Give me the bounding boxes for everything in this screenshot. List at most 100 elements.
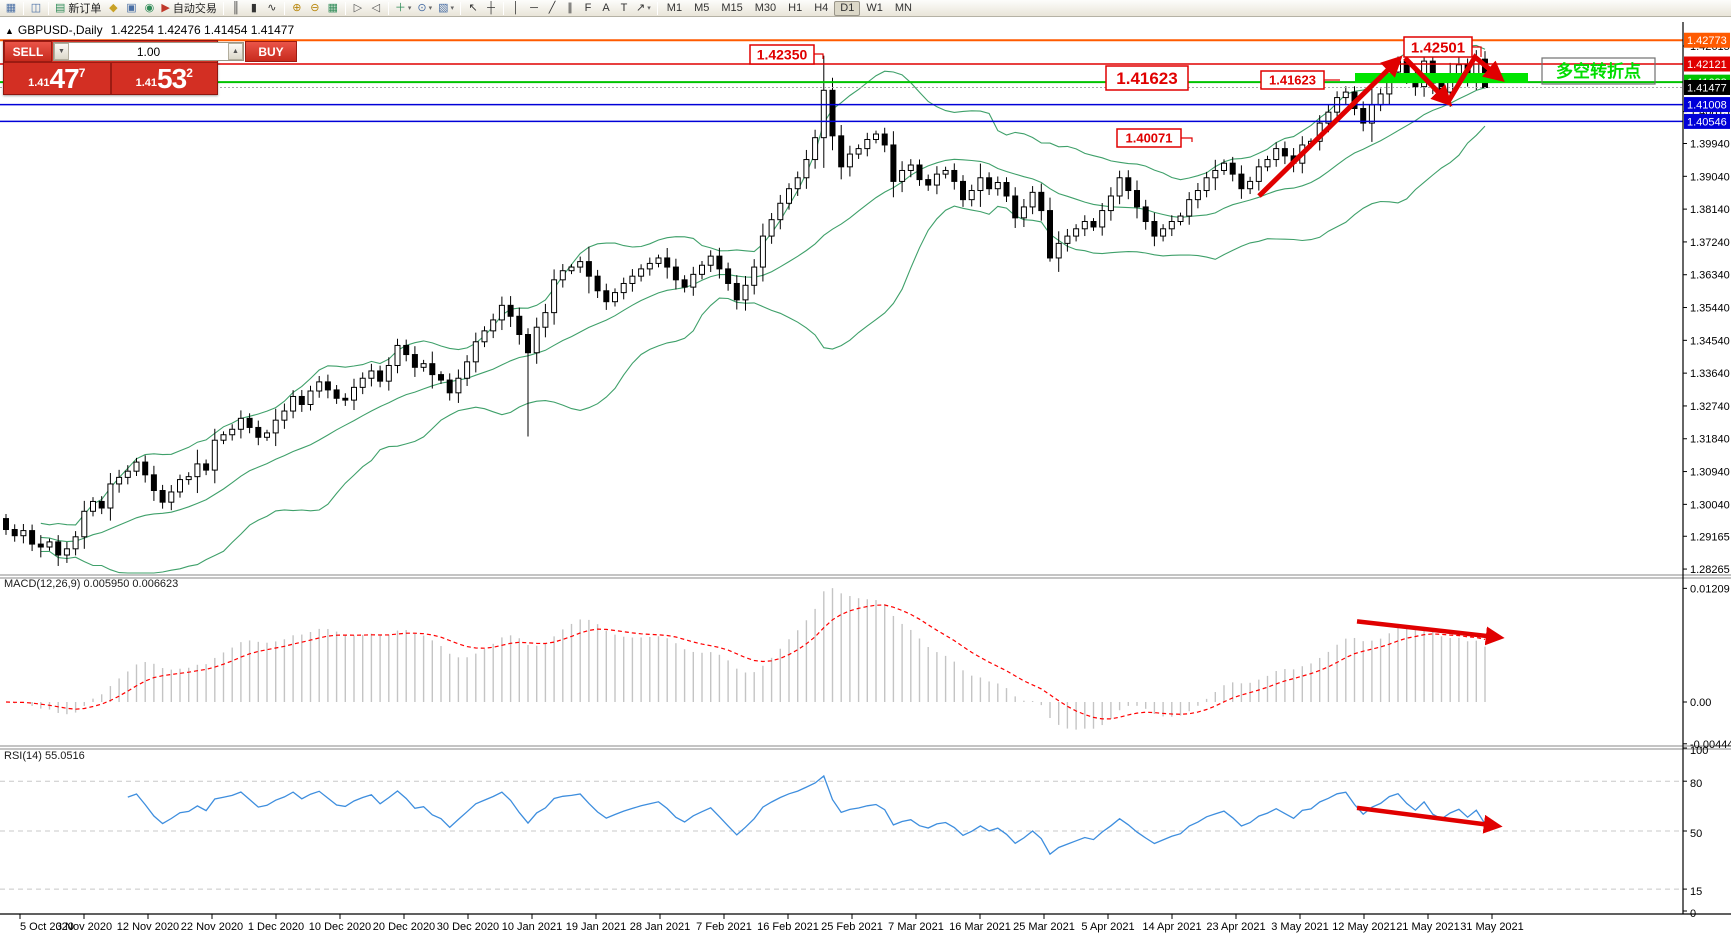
rsi-line	[127, 774, 1486, 856]
toolbar-separator	[503, 1, 505, 15]
periodicity-dropdown-icon[interactable]: ▾	[428, 5, 433, 12]
date-tick-label: 20 Dec 2020	[373, 921, 435, 933]
timeframe-m5-button[interactable]: M5	[694, 2, 710, 14]
sell-price-big: 47	[49, 63, 80, 94]
fibonacci-icon: F	[584, 1, 592, 14]
new-indicator-button[interactable]: ＋ ▾	[392, 1, 415, 16]
price-badge-1.42773	[1684, 32, 1730, 48]
equidistant-channel-button[interactable]: ∥	[561, 1, 579, 16]
timeframe-m15-button[interactable]: M15	[721, 2, 743, 14]
price-annotation-label-3[interactable]: 1.41623	[1260, 70, 1340, 90]
price-tick-1.30940: 1.30940	[1690, 467, 1730, 479]
price-tick-1.39040: 1.39040	[1690, 171, 1730, 183]
price-annotation-label-2[interactable]: 1.41623	[1105, 65, 1189, 91]
arrow-objects-dropdown-icon[interactable]: ▾	[647, 5, 651, 12]
timeframe-h4-button[interactable]: H4	[814, 2, 829, 14]
buy-price[interactable]: 1.41 53 2	[112, 63, 218, 94]
axes: 1.426151.408151.399401.390401.381401.372…	[0, 22, 1731, 933]
eraser-button[interactable]: ◆	[104, 1, 122, 16]
bb-middle-line	[40, 87, 1486, 543]
sell-price[interactable]: 1.41 47 7	[4, 63, 112, 94]
zoom-window-button[interactable]: ◫	[27, 1, 45, 16]
horizontal-line-button[interactable]: ─	[525, 1, 543, 16]
price-annotation-label-1[interactable]: 1.42350	[749, 44, 824, 65]
buy-button[interactable]: BUY	[245, 41, 297, 62]
green-pivot-bar[interactable]	[1355, 73, 1528, 83]
auto-trading-icon: ▶	[161, 1, 170, 14]
candle-chart-mode-button[interactable]: ▮	[245, 1, 263, 16]
auto-scroll-button[interactable]: ▷	[349, 1, 367, 16]
toolbar-separator	[222, 1, 224, 15]
date-tick-label: 25 Feb 2021	[821, 921, 883, 933]
cursor-icon: ↖	[468, 1, 478, 14]
zoom-out-icon: ⊖	[310, 1, 320, 14]
zoom-window-icon: ◫	[30, 1, 42, 14]
price-badge-1.41008	[1684, 97, 1730, 113]
market-signal-button[interactable]: ◉	[140, 1, 158, 16]
date-tick-label: 10 Dec 2020	[309, 921, 371, 933]
date-tick-label: 16 Mar 2021	[949, 921, 1011, 933]
volume-input[interactable]	[69, 43, 228, 60]
cursor-button[interactable]: ↖	[464, 1, 482, 16]
trendline-button[interactable]: ╱	[543, 1, 561, 16]
red-trend-arrow-2[interactable]	[1403, 56, 1453, 107]
red-trend-arrow-1[interactable]	[1257, 55, 1403, 198]
date-tick-label: 31 May 2021	[1460, 921, 1524, 933]
line-chart-mode-button[interactable]: ∿	[263, 1, 281, 16]
new-indicator-dropdown-icon[interactable]: ▾	[407, 5, 412, 12]
chart-shift-button[interactable]: ◁	[367, 1, 385, 16]
timeframe-h1-button[interactable]: H1	[788, 2, 803, 14]
macd-tick--0.004446: -0.004446	[1690, 739, 1731, 751]
date-tick-label: 1 Dec 2020	[248, 921, 304, 933]
volume-increase-button[interactable]: ▲	[228, 43, 243, 60]
bar-chart-mode-button[interactable]: ║	[227, 1, 245, 16]
red-trend-arrow-3[interactable]	[1445, 53, 1505, 104]
price-tick-1.32740: 1.32740	[1690, 401, 1730, 413]
periodicity-button[interactable]: ⊙ ▾	[414, 1, 435, 16]
timeframe-w1-button[interactable]: W1	[866, 2, 883, 14]
price-annotation-label-4[interactable]: 1.40071	[1116, 128, 1193, 148]
price-tick-1.34540: 1.34540	[1690, 335, 1730, 347]
zoom-out-button[interactable]: ⊖	[306, 1, 324, 16]
template-button[interactable]: ▧ ▾	[435, 1, 457, 16]
timeframe-mn-button[interactable]: MN	[894, 2, 912, 14]
arrow-objects-button[interactable]: ↗ ▾	[633, 1, 654, 16]
price-tick-1.36340: 1.36340	[1690, 270, 1730, 282]
price-tick-1.37240: 1.37240	[1690, 237, 1730, 249]
sell-button[interactable]: SELL	[4, 41, 52, 62]
trendline-icon: ╱	[548, 1, 556, 14]
rsi-tick-80: 80	[1690, 778, 1702, 790]
vertical-line-button[interactable]: │	[507, 1, 525, 16]
macd-red-arrow[interactable]	[1356, 619, 1505, 646]
template-dropdown-icon[interactable]: ▾	[450, 5, 455, 12]
bb-lower-line	[40, 125, 1486, 574]
crosshair-button[interactable]: ┼	[482, 1, 500, 16]
fibonacci-button[interactable]: F	[579, 1, 597, 16]
text-label-button[interactable]: A	[597, 1, 615, 16]
price-annotation-label-5[interactable]: 1.42501	[1403, 36, 1482, 58]
collapse-triangle-icon[interactable]: ▲	[5, 26, 14, 36]
svg-text:1.42121: 1.42121	[1687, 59, 1727, 71]
rsi-red-arrow[interactable]	[1356, 805, 1503, 834]
volume-decrease-button[interactable]: ▼	[54, 43, 69, 60]
timeframe-m30-button[interactable]: M30	[754, 2, 777, 14]
timeframe-m1-button[interactable]: M1	[666, 2, 683, 14]
date-tick-label: 12 May 2021	[1332, 921, 1396, 933]
tile-windows-button[interactable]: ▦	[324, 1, 342, 16]
drawn-annotations[interactable]: 1.42350 1.41623 1.41623 1.40071 1.42501 多空转折点	[749, 36, 1656, 198]
price-tick-1.33640: 1.33640	[1690, 368, 1730, 380]
timeframe-d1-button[interactable]: D1	[834, 0, 861, 16]
chart-window-button[interactable]: ▦	[2, 1, 20, 16]
zoom-in-button[interactable]: ⊕	[288, 1, 306, 16]
auto-trading-button[interactable]: ▶ 自动交易	[158, 1, 219, 16]
chinese-note-box[interactable]: 多空转折点	[1541, 57, 1656, 85]
terminal-button[interactable]: ▣	[122, 1, 140, 16]
symbol-period-label: GBPUSD-,Daily	[17, 23, 103, 37]
terminal-icon: ▣	[126, 1, 137, 14]
price-tick-1.39940: 1.39940	[1690, 139, 1730, 151]
arrow-objects-icon: ↗	[636, 1, 646, 14]
text-box-button[interactable]: T	[615, 1, 633, 16]
new-order-button[interactable]: ▤ 新订单	[52, 1, 104, 16]
